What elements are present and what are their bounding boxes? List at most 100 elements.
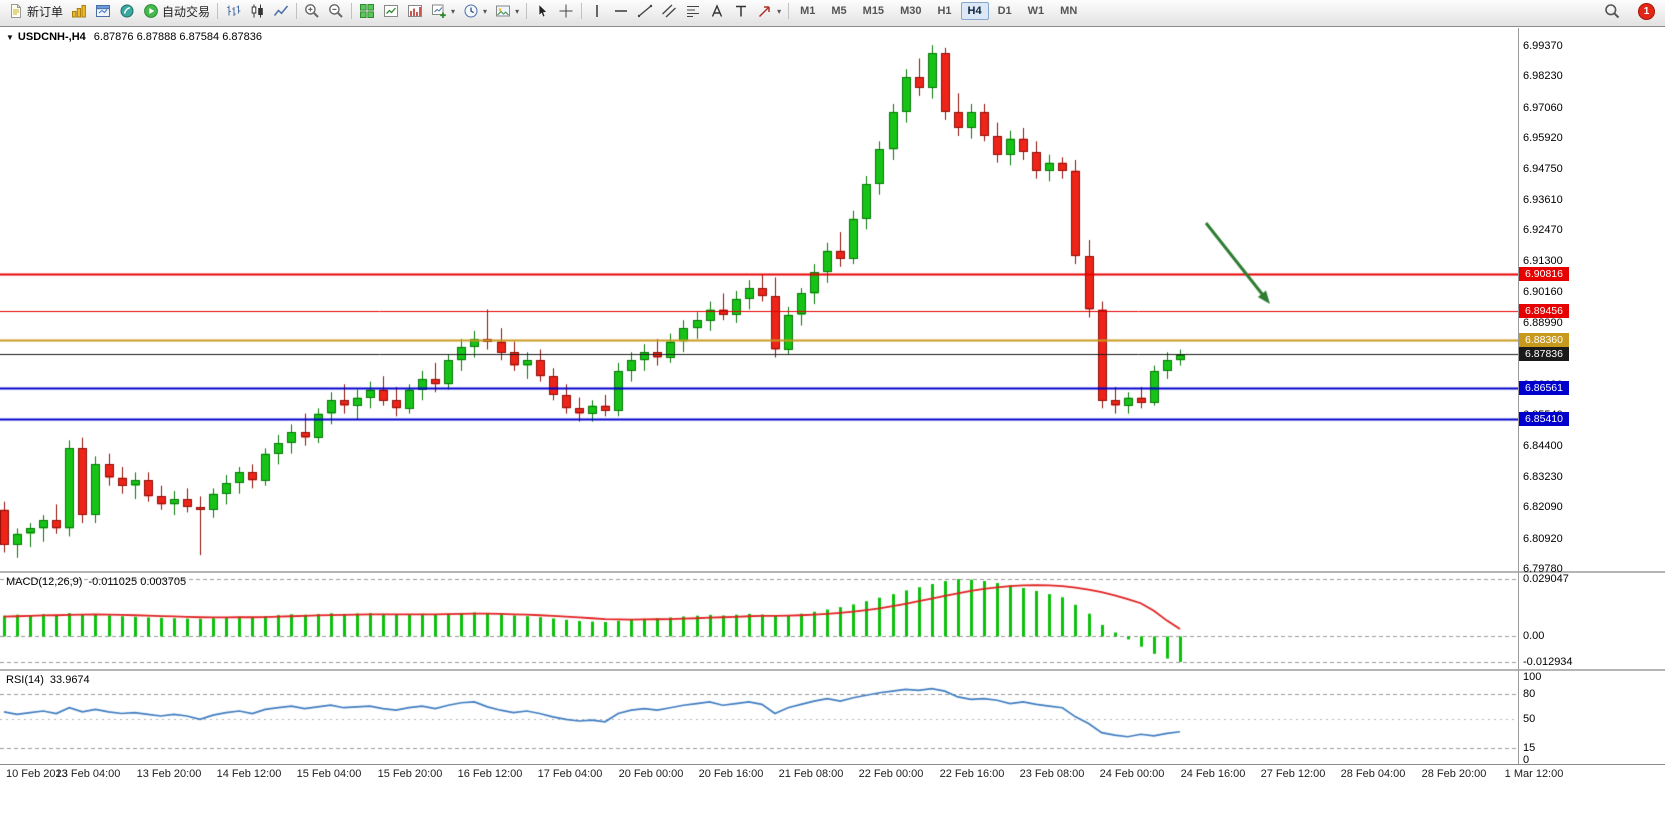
timeframe-h1-button[interactable]: H1 [937, 5, 952, 17]
timeframe-m5-button[interactable]: M5 [831, 5, 847, 17]
price-axis-label: 6.92470 [1523, 224, 1563, 236]
zoom-out-button[interactable] [324, 1, 348, 22]
mini1-icon [383, 3, 399, 19]
time-axis-label: 13 Feb 04:00 [55, 768, 121, 780]
tline-icon [637, 3, 653, 19]
notification-badge[interactable]: 1 [1638, 2, 1655, 20]
cursor-tool-button[interactable] [530, 1, 554, 22]
price-axis-label: 6.84400 [1523, 440, 1563, 452]
toolbar-separator [788, 3, 790, 19]
hline-icon [613, 3, 629, 19]
price-axis-label: 6.98230 [1523, 70, 1563, 82]
time-axis-label: 24 Feb 00:00 [1099, 768, 1165, 780]
macd-canvas[interactable] [0, 574, 1518, 669]
timeframe-d1-button[interactable]: D1 [997, 5, 1012, 17]
time-axis-label: 21 Feb 08:00 [778, 768, 844, 780]
timeframe-m15-button[interactable]: M15 [862, 5, 885, 17]
rsi-axis-label: 50 [1523, 713, 1536, 725]
fibonacci-tool-button[interactable] [681, 1, 705, 22]
candle-chart-mode-button[interactable] [245, 1, 269, 22]
label-tool-button[interactable] [729, 1, 753, 22]
data-window-button[interactable] [91, 1, 115, 22]
price-tag: 6.90816 [1519, 267, 1569, 281]
tile-windows-button[interactable] [355, 1, 379, 22]
cursor-icon [534, 3, 550, 19]
line-chart-mode-button[interactable] [269, 1, 293, 22]
chart-title: ▼ USDCNH-,H4 6.87876 6.87888 6.87584 6.878… [6, 31, 262, 43]
new-order-button[interactable]: 新订单 [4, 1, 67, 22]
rsi-axis-label: 15 [1523, 742, 1536, 754]
auto-scroll-button[interactable] [379, 1, 403, 22]
new-chart-button[interactable]: ▾ [427, 1, 459, 22]
chart-shift-button[interactable] [403, 1, 427, 22]
periods-button[interactable]: ▾ [459, 1, 491, 22]
timeframe-m1-button[interactable]: M1 [800, 5, 816, 17]
arrowdd-icon [757, 3, 773, 19]
price-axis-border [1518, 28, 1519, 764]
time-axis-label: 28 Feb 20:00 [1421, 768, 1487, 780]
vertical-line-tool-button[interactable] [585, 1, 609, 22]
time-axis-label: 14 Feb 12:00 [216, 768, 282, 780]
linechart-icon [273, 3, 289, 19]
zoom-in-button[interactable] [300, 1, 324, 22]
macd-axis-label: 0.029047 [1523, 573, 1569, 585]
trendline-tool-button[interactable] [633, 1, 657, 22]
crosshair-tool-button[interactable] [554, 1, 578, 22]
time-axis-label: 17 Feb 04:00 [537, 768, 603, 780]
price-axis-label: 6.82090 [1523, 501, 1563, 513]
timeframe-toolbar: M1 M5 M15 M30 H1 H4 D1 W1 MN [792, 2, 1085, 20]
channel-tool-button[interactable] [657, 1, 681, 22]
market-watch-button[interactable] [67, 1, 91, 22]
toolbar-right: 1 [1600, 1, 1655, 22]
navigator-button[interactable] [115, 1, 139, 22]
toolbar-separator [526, 3, 528, 19]
rsi-value: 33.9674 [49, 674, 90, 686]
auto-trading-label: 自动交易 [162, 4, 211, 19]
time-axis-label: 27 Feb 12:00 [1260, 768, 1326, 780]
main-chart-canvas[interactable] [0, 28, 1518, 571]
time-axis-label: 20 Feb 00:00 [618, 768, 684, 780]
panel-divider[interactable] [0, 571, 1665, 573]
arrows-tool-button[interactable]: ▾ [753, 1, 785, 22]
zoomin-icon [304, 3, 320, 19]
toolbar-separator [296, 3, 298, 19]
chart-menu-icon[interactable]: ▼ [6, 33, 14, 42]
price-axis-label: 6.90160 [1523, 286, 1563, 298]
timeframe-h4-button[interactable]: H4 [960, 2, 989, 20]
price-axis-label: 6.80920 [1523, 533, 1563, 545]
price-axis-label: 6.91300 [1523, 255, 1563, 267]
timeframe-m30-button[interactable]: M30 [900, 5, 922, 17]
horizontal-line-tool-button[interactable] [609, 1, 633, 22]
newchart-icon [431, 3, 447, 19]
time-axis-label: 13 Feb 20:00 [136, 768, 202, 780]
time-axis-label: 28 Feb 04:00 [1340, 768, 1406, 780]
vline-icon [589, 3, 605, 19]
pic-icon [495, 3, 511, 19]
rsi-axis-label: 0 [1523, 754, 1530, 766]
timeframe-mn-button[interactable]: MN [1060, 5, 1078, 17]
rsi-axis-label: 80 [1523, 688, 1536, 700]
chart-window: ▼ USDCNH-,H4 6.87876 6.87888 6.87584 6.878… [0, 26, 1665, 837]
rsi-canvas[interactable] [0, 672, 1518, 764]
time-axis-label: 20 Feb 16:00 [698, 768, 764, 780]
rsi-name: RSI(14) [6, 674, 44, 686]
toolbar-separator [217, 3, 219, 19]
price-tag: 6.85410 [1519, 412, 1569, 426]
templates-button[interactable]: ▾ [491, 1, 523, 22]
gold-icon [71, 3, 87, 19]
time-axis-label: 22 Feb 16:00 [939, 768, 1005, 780]
auto-trading-button[interactable]: 自动交易 [139, 1, 214, 22]
search-icon [1604, 3, 1620, 19]
timeframe-w1-button[interactable]: W1 [1027, 5, 1045, 17]
teal-icon [119, 3, 135, 19]
bar-chart-mode-button[interactable] [221, 1, 245, 22]
time-axis-border [0, 764, 1665, 765]
time-axis-label: 24 Feb 16:00 [1180, 768, 1246, 780]
ohlc-quotes: 6.87876 6.87888 6.87584 6.87836 [93, 31, 262, 43]
chevron-down-icon: ▾ [515, 6, 520, 16]
text-tool-button[interactable] [705, 1, 729, 22]
chevron-down-icon: ▾ [483, 6, 488, 16]
rsi-axis-label: 100 [1523, 671, 1542, 683]
panel-divider[interactable] [0, 669, 1665, 671]
search-button[interactable] [1600, 1, 1624, 22]
